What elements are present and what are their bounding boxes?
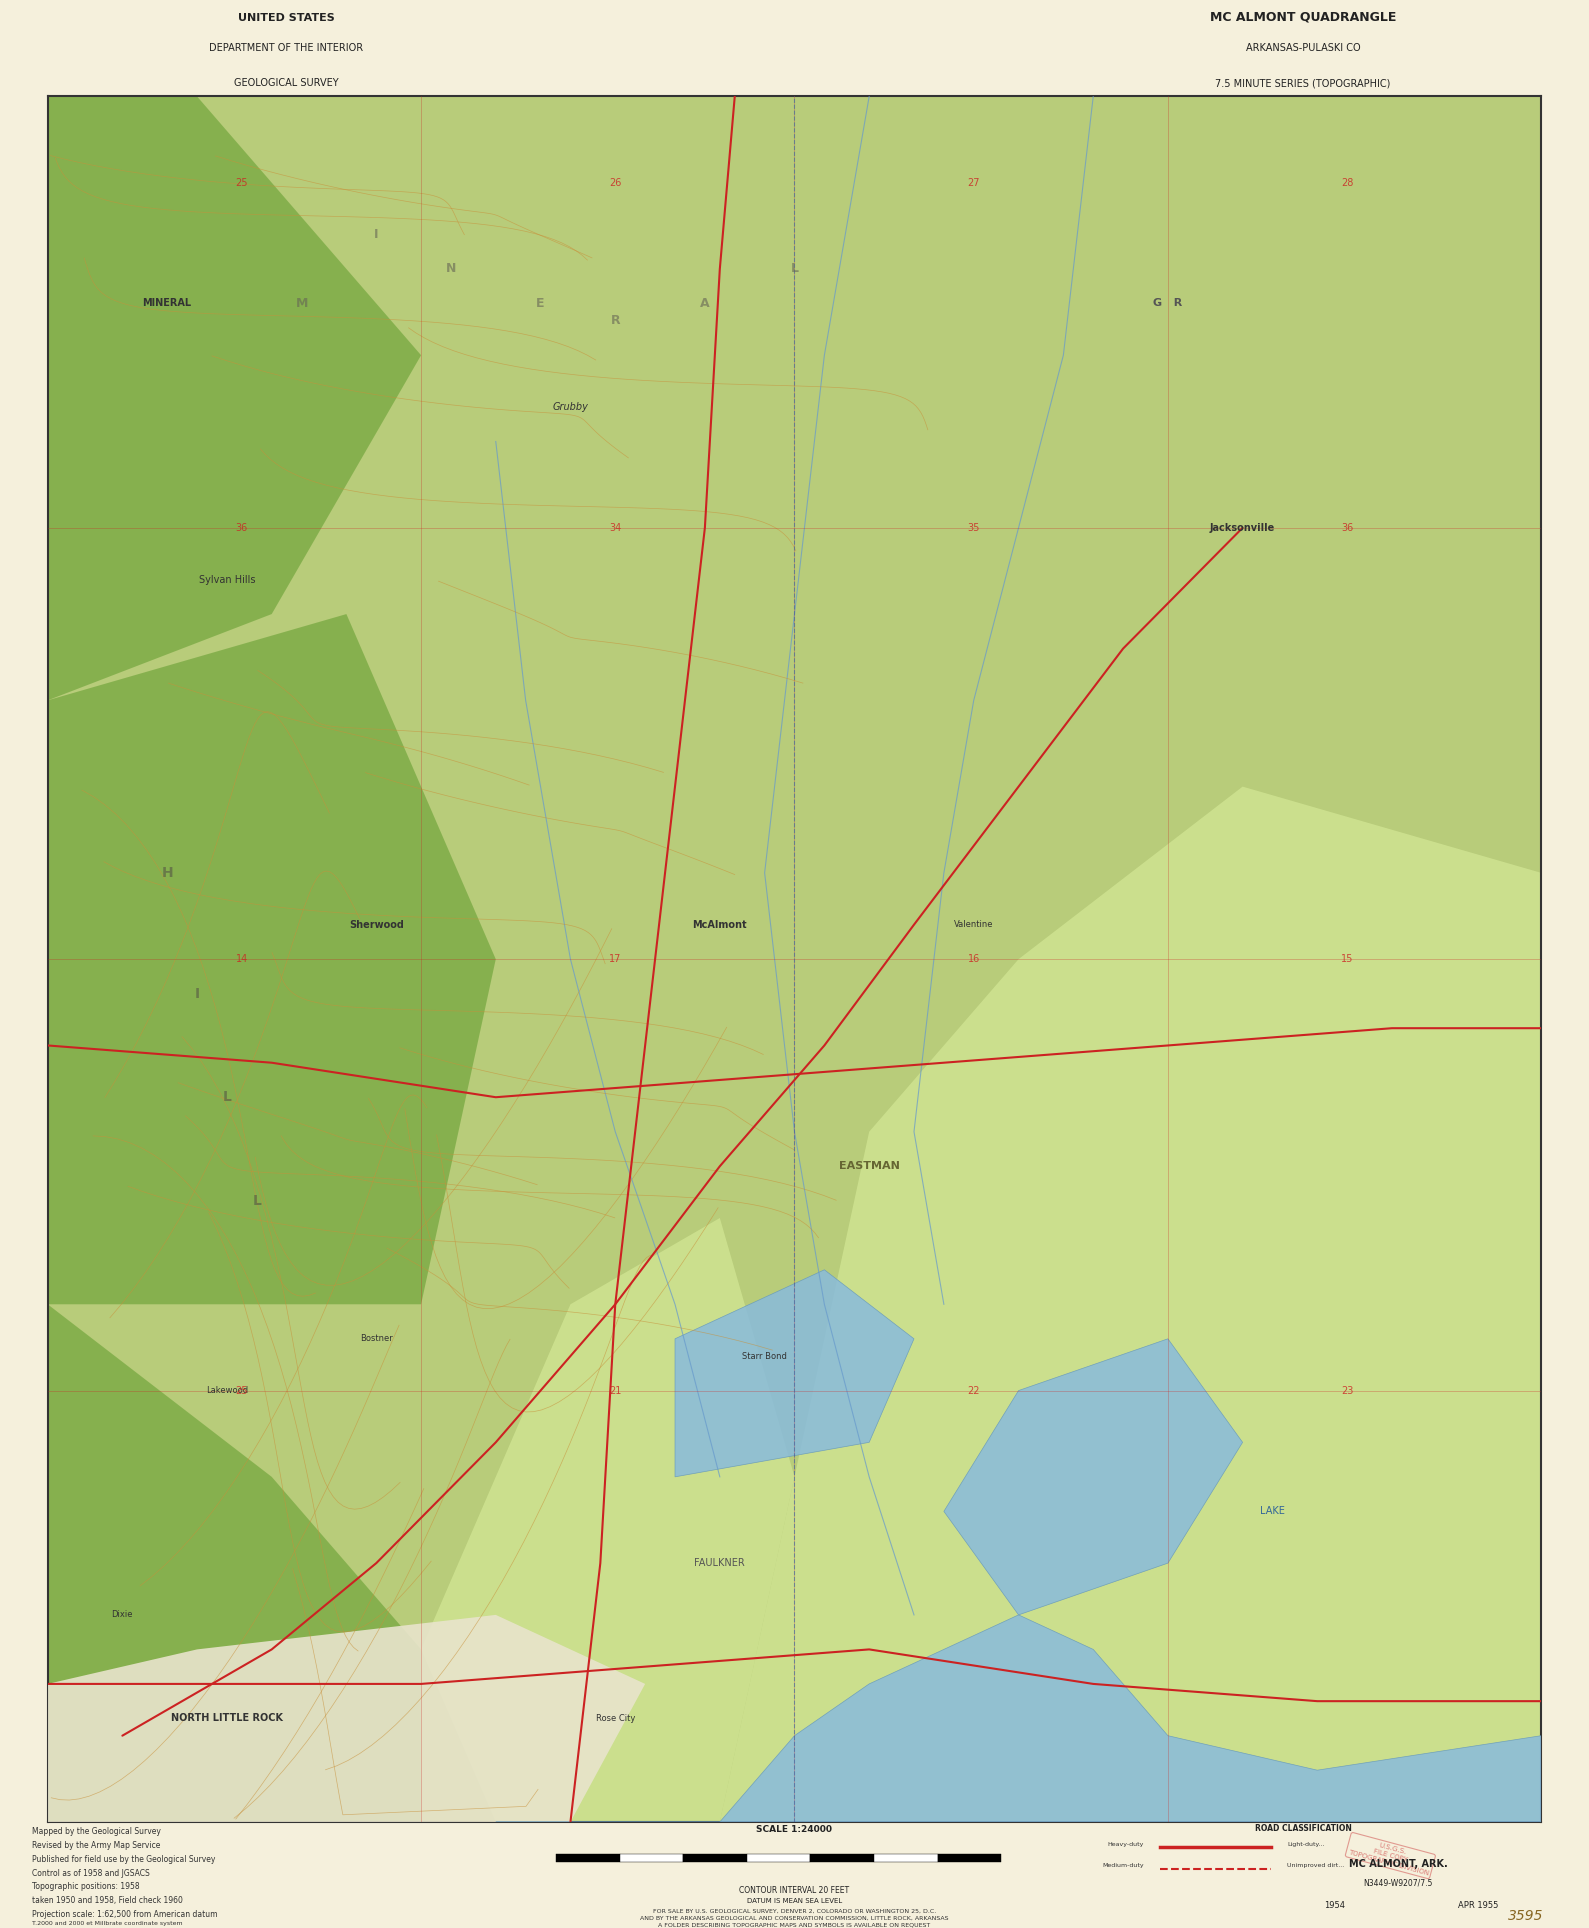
Text: 1954: 1954 — [1324, 1901, 1346, 1911]
Text: Medium-duty: Medium-duty — [1103, 1862, 1144, 1868]
Text: FAULKNER: FAULKNER — [694, 1558, 745, 1567]
Text: ROAD CLASSIFICATION: ROAD CLASSIFICATION — [1255, 1824, 1351, 1834]
Text: Control as of 1958 and JGSACS: Control as of 1958 and JGSACS — [32, 1868, 149, 1878]
Polygon shape — [675, 1271, 914, 1477]
Text: M: M — [296, 297, 308, 310]
Polygon shape — [48, 96, 1541, 1822]
Bar — [620, 1855, 683, 1862]
Bar — [874, 1855, 938, 1862]
Text: GEOLOGICAL SURVEY: GEOLOGICAL SURVEY — [234, 77, 338, 89]
Text: McAlmont: McAlmont — [693, 920, 747, 929]
Text: 23: 23 — [1341, 1386, 1354, 1396]
Bar — [683, 1855, 747, 1862]
Bar — [747, 1855, 810, 1862]
Polygon shape — [720, 787, 1541, 1822]
Text: ARKANSAS-PULASKI CO: ARKANSAS-PULASKI CO — [1246, 44, 1360, 54]
Text: Bostner: Bostner — [359, 1334, 392, 1344]
Text: 27: 27 — [968, 177, 980, 187]
Text: Projection scale: 1:62,500 from American datum: Projection scale: 1:62,500 from American… — [32, 1911, 218, 1918]
Text: H: H — [162, 866, 173, 879]
Text: UNITED STATES: UNITED STATES — [238, 13, 334, 23]
Text: FOR SALE BY U.S. GEOLOGICAL SURVEY, DENVER 2, COLORADO OR WASHINGTON 25, D.C.
AN: FOR SALE BY U.S. GEOLOGICAL SURVEY, DENV… — [640, 1909, 949, 1928]
Text: Revised by the Army Map Service: Revised by the Army Map Service — [32, 1841, 160, 1851]
Polygon shape — [48, 613, 496, 1303]
Text: 34: 34 — [609, 522, 621, 532]
Text: Grubby: Grubby — [553, 403, 588, 413]
Text: N3449-W9207/7.5: N3449-W9207/7.5 — [1363, 1878, 1433, 1888]
Text: A: A — [701, 297, 710, 310]
Text: taken 1950 and 1958, Field check 1960: taken 1950 and 1958, Field check 1960 — [32, 1897, 183, 1905]
Text: I: I — [194, 987, 200, 1001]
Text: 22: 22 — [968, 1386, 980, 1396]
Text: Heavy-duty: Heavy-duty — [1108, 1841, 1144, 1847]
Text: 28: 28 — [1341, 177, 1354, 187]
Text: R: R — [610, 314, 620, 328]
Polygon shape — [48, 1616, 645, 1822]
Text: 21: 21 — [609, 1386, 621, 1396]
Text: 14: 14 — [235, 954, 248, 964]
Text: Light-duty...: Light-duty... — [1287, 1841, 1325, 1847]
Text: CONTOUR INTERVAL 20 FEET: CONTOUR INTERVAL 20 FEET — [739, 1886, 850, 1895]
Text: Sherwood: Sherwood — [350, 920, 404, 929]
Text: APR 1955: APR 1955 — [1457, 1901, 1498, 1911]
Text: U.S.G.S.
FILE COPY
TOPOGRAPHIC DIVISION: U.S.G.S. FILE COPY TOPOGRAPHIC DIVISION — [1347, 1835, 1433, 1876]
Text: L: L — [253, 1193, 261, 1207]
Text: EASTMAN: EASTMAN — [839, 1161, 899, 1170]
Text: Valentine: Valentine — [953, 920, 993, 929]
Text: MINERAL: MINERAL — [143, 299, 192, 308]
Text: LAKE: LAKE — [1260, 1506, 1286, 1515]
Text: 17: 17 — [609, 954, 621, 964]
Text: 35: 35 — [968, 522, 980, 532]
Polygon shape — [48, 1303, 421, 1822]
Text: Published for field use by the Geological Survey: Published for field use by the Geologica… — [32, 1855, 215, 1864]
Text: SCALE 1:24000: SCALE 1:24000 — [756, 1826, 833, 1834]
Text: DEPARTMENT OF THE INTERIOR: DEPARTMENT OF THE INTERIOR — [210, 44, 362, 54]
Bar — [938, 1855, 1001, 1862]
Text: Jacksonville: Jacksonville — [1209, 522, 1276, 532]
Text: T.2000 and 2000 et Millbrate coordinate system: T.2000 and 2000 et Millbrate coordinate … — [32, 1920, 183, 1926]
Text: Mapped by the Geological Survey: Mapped by the Geological Survey — [32, 1828, 160, 1835]
Text: N: N — [447, 262, 456, 276]
Polygon shape — [944, 1338, 1243, 1616]
Polygon shape — [496, 1616, 1541, 1822]
Text: MC ALMONT, ARK.: MC ALMONT, ARK. — [1349, 1859, 1448, 1868]
Text: 26: 26 — [609, 177, 621, 187]
Polygon shape — [421, 1218, 794, 1822]
Text: Lakewood: Lakewood — [207, 1386, 248, 1396]
Text: 36: 36 — [1341, 522, 1354, 532]
Text: 36: 36 — [235, 522, 248, 532]
Text: Unimproved dirt...: Unimproved dirt... — [1287, 1862, 1344, 1868]
Text: E: E — [537, 297, 545, 310]
Text: DATUM IS MEAN SEA LEVEL: DATUM IS MEAN SEA LEVEL — [747, 1899, 842, 1905]
Text: I: I — [373, 228, 378, 241]
Text: 3595: 3595 — [1508, 1909, 1543, 1922]
Text: Dixie: Dixie — [111, 1610, 133, 1620]
Polygon shape — [48, 96, 421, 700]
Bar — [810, 1855, 874, 1862]
Text: Topographic positions: 1958: Topographic positions: 1958 — [32, 1882, 140, 1891]
Text: L: L — [790, 262, 799, 276]
Text: 15: 15 — [1341, 954, 1354, 964]
Text: 25: 25 — [235, 1386, 248, 1396]
Text: NORTH LITTLE ROCK: NORTH LITTLE ROCK — [172, 1714, 283, 1724]
Text: G   R: G R — [1154, 299, 1182, 308]
Bar — [556, 1855, 620, 1862]
Text: Rose City: Rose City — [596, 1714, 636, 1724]
Text: Sylvan Hills: Sylvan Hills — [199, 575, 256, 584]
Text: 16: 16 — [968, 954, 980, 964]
Text: L: L — [222, 1089, 232, 1105]
Text: Starr Bond: Starr Bond — [742, 1352, 787, 1361]
Text: 25: 25 — [235, 177, 248, 187]
Text: MC ALMONT QUADRANGLE: MC ALMONT QUADRANGLE — [1209, 10, 1397, 23]
Text: 7.5 MINUTE SERIES (TOPOGRAPHIC): 7.5 MINUTE SERIES (TOPOGRAPHIC) — [1216, 77, 1390, 89]
